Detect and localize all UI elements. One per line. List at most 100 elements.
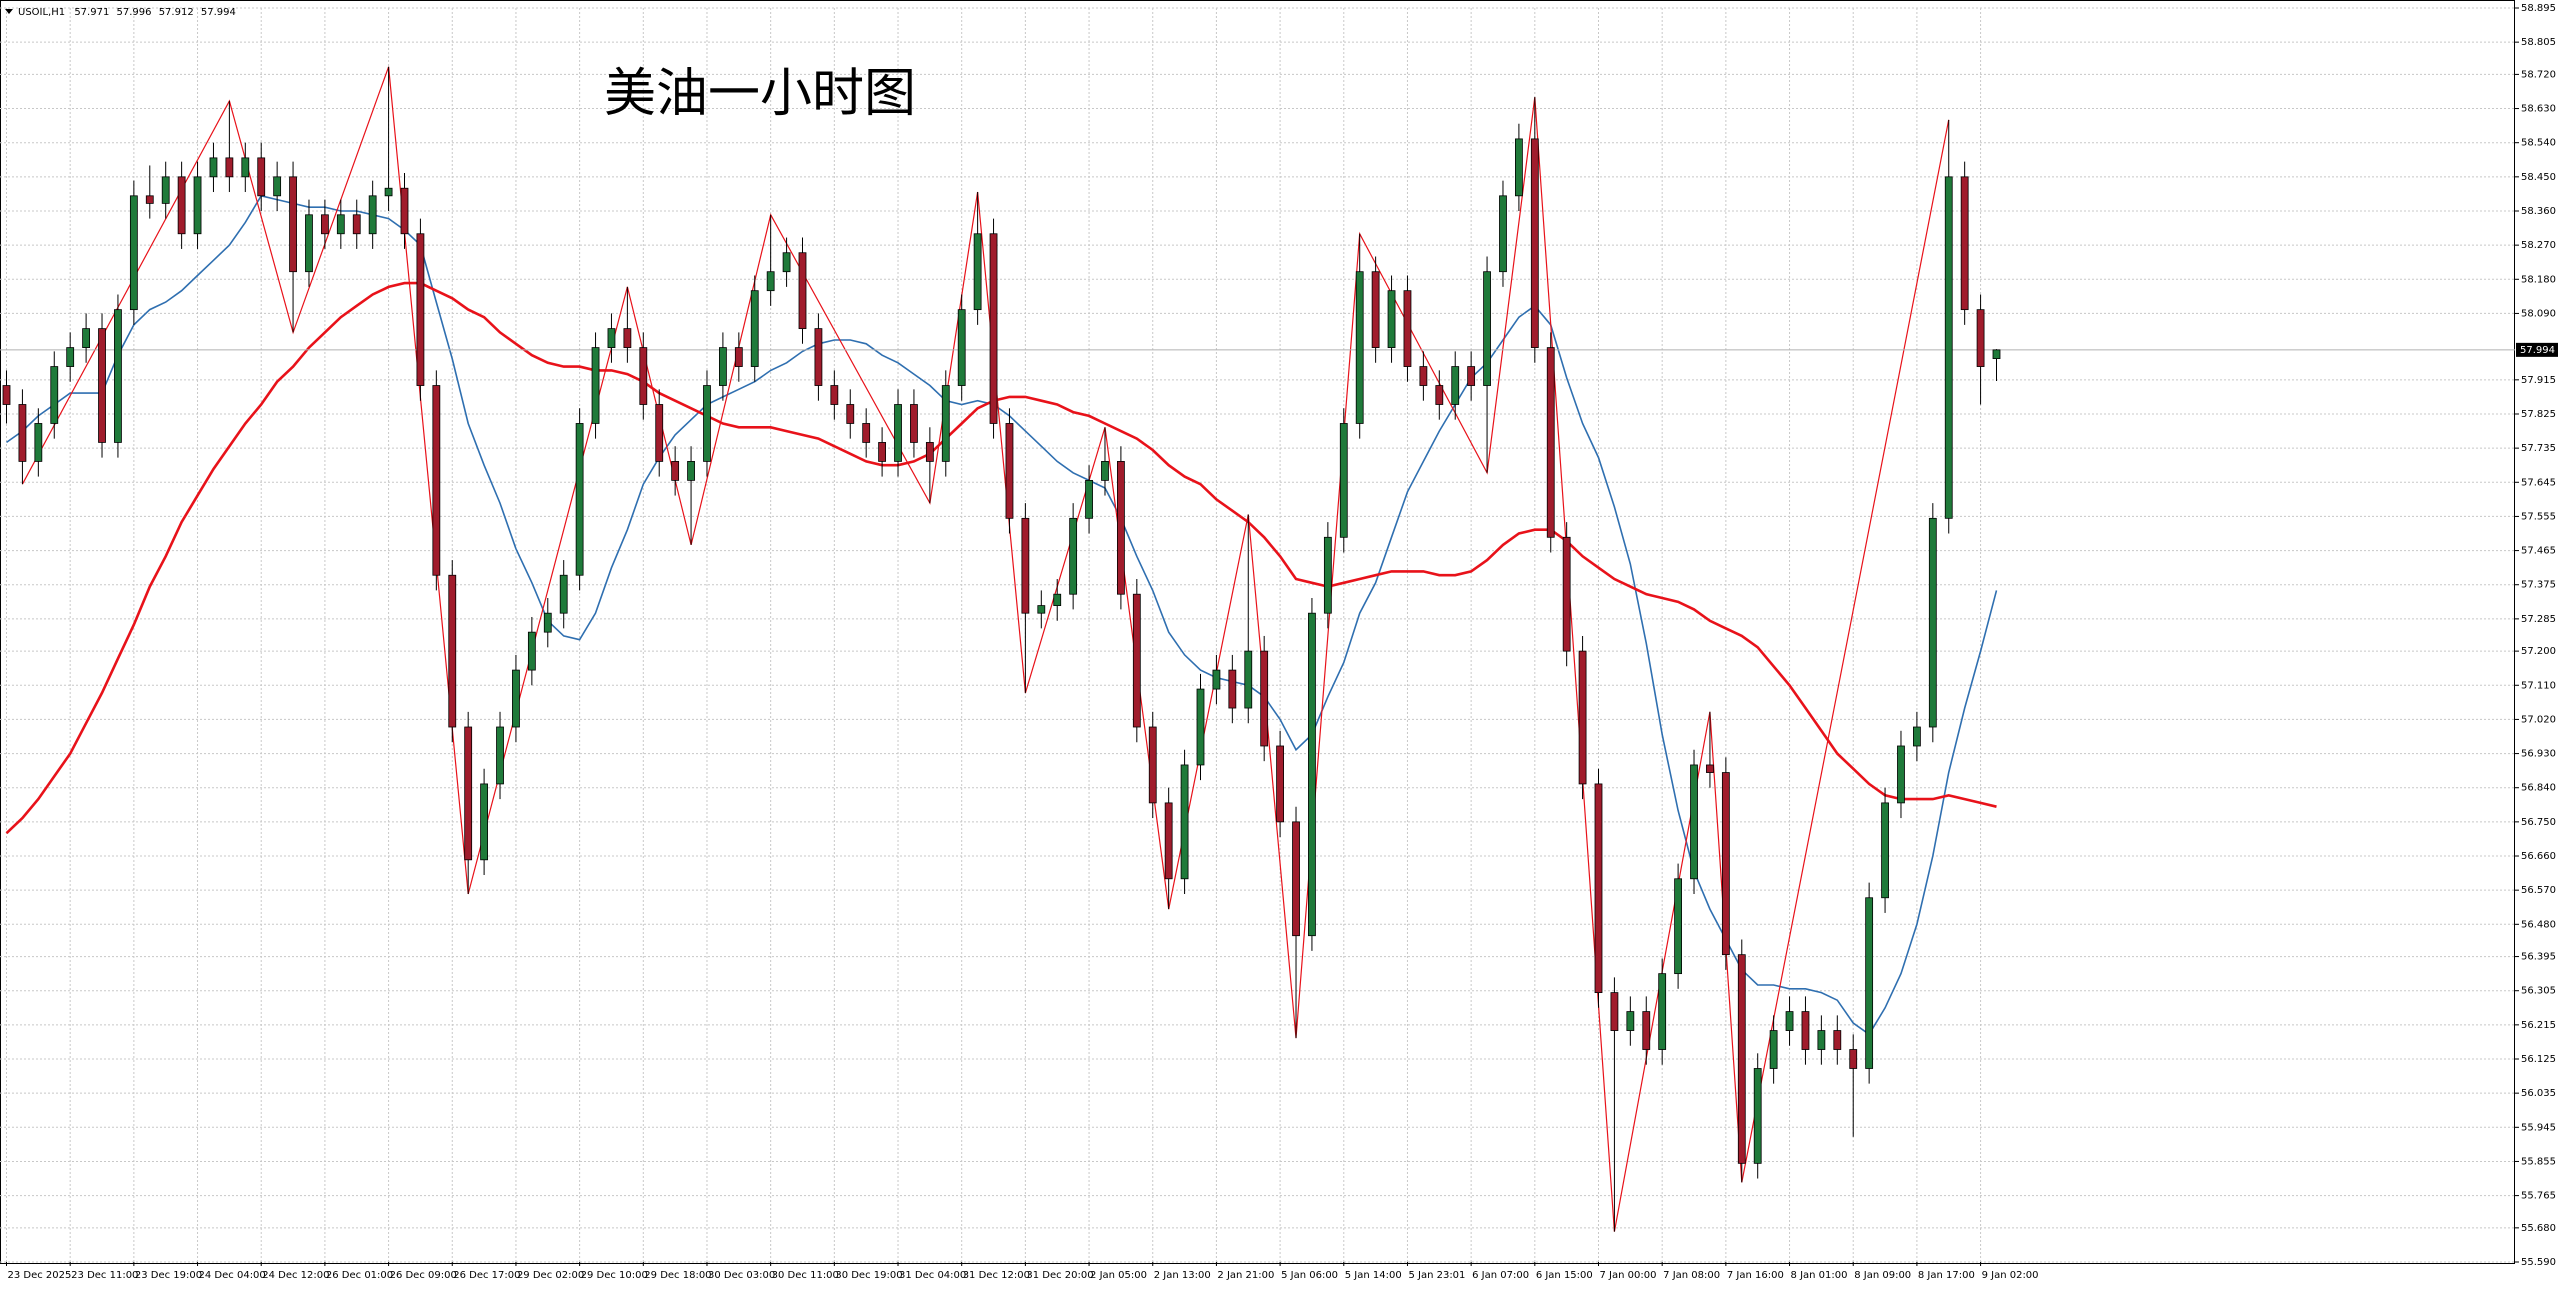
x-tick-label: 6 Jan 15:00 — [1536, 1270, 1593, 1281]
candle-body — [894, 404, 902, 462]
candle-body — [734, 347, 743, 367]
candle-body — [480, 783, 489, 861]
y-tick-label: 55.855 — [2521, 1156, 2556, 1167]
candle-body — [1244, 650, 1253, 709]
x-tick-label: 30 Dec 11:00 — [772, 1270, 839, 1281]
x-tick-label: 31 Dec 04:00 — [899, 1270, 966, 1281]
axes: 55.590 55.680 55.765 55.855 55.945 56.035 56.1… — [6, 3, 2558, 1281]
candle-body — [1849, 1049, 1858, 1069]
x-tick-label: 26 Dec 01:00 — [326, 1270, 393, 1281]
x-tick-label: 6 Jan 07:00 — [1472, 1270, 1529, 1281]
candle-body — [973, 233, 982, 311]
x-tick-label: 31 Dec 20:00 — [1026, 1270, 1093, 1281]
candle-body — [719, 347, 727, 386]
candle-body — [336, 214, 345, 235]
candle-body — [496, 726, 504, 785]
candle-body — [432, 385, 441, 576]
candle-body — [1610, 992, 1619, 1031]
candle-body — [766, 271, 775, 292]
candle-body — [957, 309, 966, 386]
candle-body — [1626, 1011, 1635, 1031]
y-tick-label: 55.765 — [2521, 1191, 2556, 1202]
y-tick-label: 58.360 — [2521, 206, 2556, 217]
candle-body — [1737, 954, 1746, 1164]
y-tick-label: 55.680 — [2521, 1223, 2556, 1234]
candle-body — [1721, 772, 1730, 956]
x-tick-label: 26 Dec 17:00 — [453, 1270, 520, 1281]
candle-body — [1419, 366, 1428, 386]
symbol: USOIL,H1 — [18, 7, 65, 18]
candle-body — [18, 404, 27, 462]
last-close: 57.994 — [201, 7, 236, 18]
y-tick-label: 57.555 — [2521, 511, 2556, 522]
candle-body — [1117, 461, 1125, 595]
candle-body — [1467, 366, 1476, 386]
y-tick-label: 58.090 — [2521, 308, 2556, 319]
candle-body — [1960, 176, 1969, 311]
y-tick-label: 57.465 — [2521, 546, 2556, 557]
y-tick-label: 58.630 — [2521, 104, 2556, 115]
candle-body — [416, 233, 425, 386]
x-tick-label: 8 Jan 09:00 — [1854, 1270, 1911, 1281]
y-tick-label: 56.035 — [2521, 1088, 2556, 1099]
candle-body — [607, 328, 616, 348]
y-tick-label: 56.305 — [2521, 986, 2556, 997]
y-tick-label: 57.915 — [2521, 375, 2556, 386]
candle-body — [400, 187, 409, 235]
candle-body — [193, 176, 202, 235]
candle-body — [2, 385, 11, 405]
candle-body — [1435, 385, 1444, 405]
candle-body — [543, 612, 552, 633]
x-tick-label: 31 Dec 12:00 — [963, 1270, 1030, 1281]
x-tick-label: 23 Dec 11:00 — [71, 1270, 138, 1281]
candle-body — [34, 423, 43, 462]
candle-body — [782, 252, 791, 273]
candle-body — [846, 404, 855, 424]
candle-body — [1339, 423, 1348, 538]
y-tick-label: 56.840 — [2521, 783, 2556, 794]
last-high: 57.996 — [117, 7, 152, 18]
candle-body — [1833, 1030, 1842, 1050]
candle-body — [82, 328, 90, 348]
candle-body — [1005, 423, 1014, 519]
y-tick-label: 57.735 — [2521, 443, 2556, 454]
x-tick-label: 9 Jan 02:00 — [1982, 1270, 2039, 1281]
x-tick-label: 23 Dec 19:00 — [135, 1270, 202, 1281]
y-tick-label: 55.590 — [2521, 1257, 2556, 1268]
last-low: 57.912 — [159, 7, 194, 18]
candle-body — [161, 176, 170, 204]
candle-body — [273, 176, 282, 197]
x-tick-label: 30 Dec 19:00 — [835, 1270, 902, 1281]
candle-body — [305, 214, 313, 273]
y-tick-label: 56.480 — [2521, 919, 2556, 930]
y-tick-label: 58.540 — [2521, 138, 2556, 149]
y-tick-label: 56.125 — [2521, 1054, 2556, 1065]
candle-body — [862, 423, 871, 443]
x-tick-label: 5 Jan 06:00 — [1281, 1270, 1338, 1281]
candle-body — [1769, 1030, 1778, 1069]
chart-title: 美油一小时图 — [604, 64, 916, 124]
candle-body — [1499, 195, 1507, 273]
candle-body — [448, 574, 457, 728]
candle-body — [368, 195, 377, 235]
candle-body — [352, 214, 361, 235]
y-tick-label: 57.285 — [2521, 614, 2556, 625]
y-tick-label: 58.180 — [2521, 274, 2556, 285]
x-tick-label: 24 Dec 12:00 — [262, 1270, 329, 1281]
x-tick-label: 26 Dec 09:00 — [390, 1270, 457, 1281]
candle-body — [1801, 1011, 1810, 1050]
candle-body — [1483, 271, 1491, 386]
menu-triangle[interactable] — [5, 9, 13, 14]
candle-body — [1578, 650, 1587, 785]
x-tick-label: 29 Dec 10:00 — [581, 1270, 648, 1281]
candle-body — [384, 187, 393, 197]
moving-average — [5, 281, 1997, 835]
candle-body — [66, 347, 75, 367]
candle-body — [289, 176, 297, 273]
y-tick-label: 58.805 — [2521, 37, 2556, 48]
candle-body — [464, 726, 473, 861]
candle-body — [1053, 593, 1062, 606]
x-tick-label: 29 Dec 02:00 — [517, 1270, 584, 1281]
y-tick-label: 58.450 — [2521, 172, 2556, 183]
last-price-label: 57.994 — [2520, 345, 2555, 356]
